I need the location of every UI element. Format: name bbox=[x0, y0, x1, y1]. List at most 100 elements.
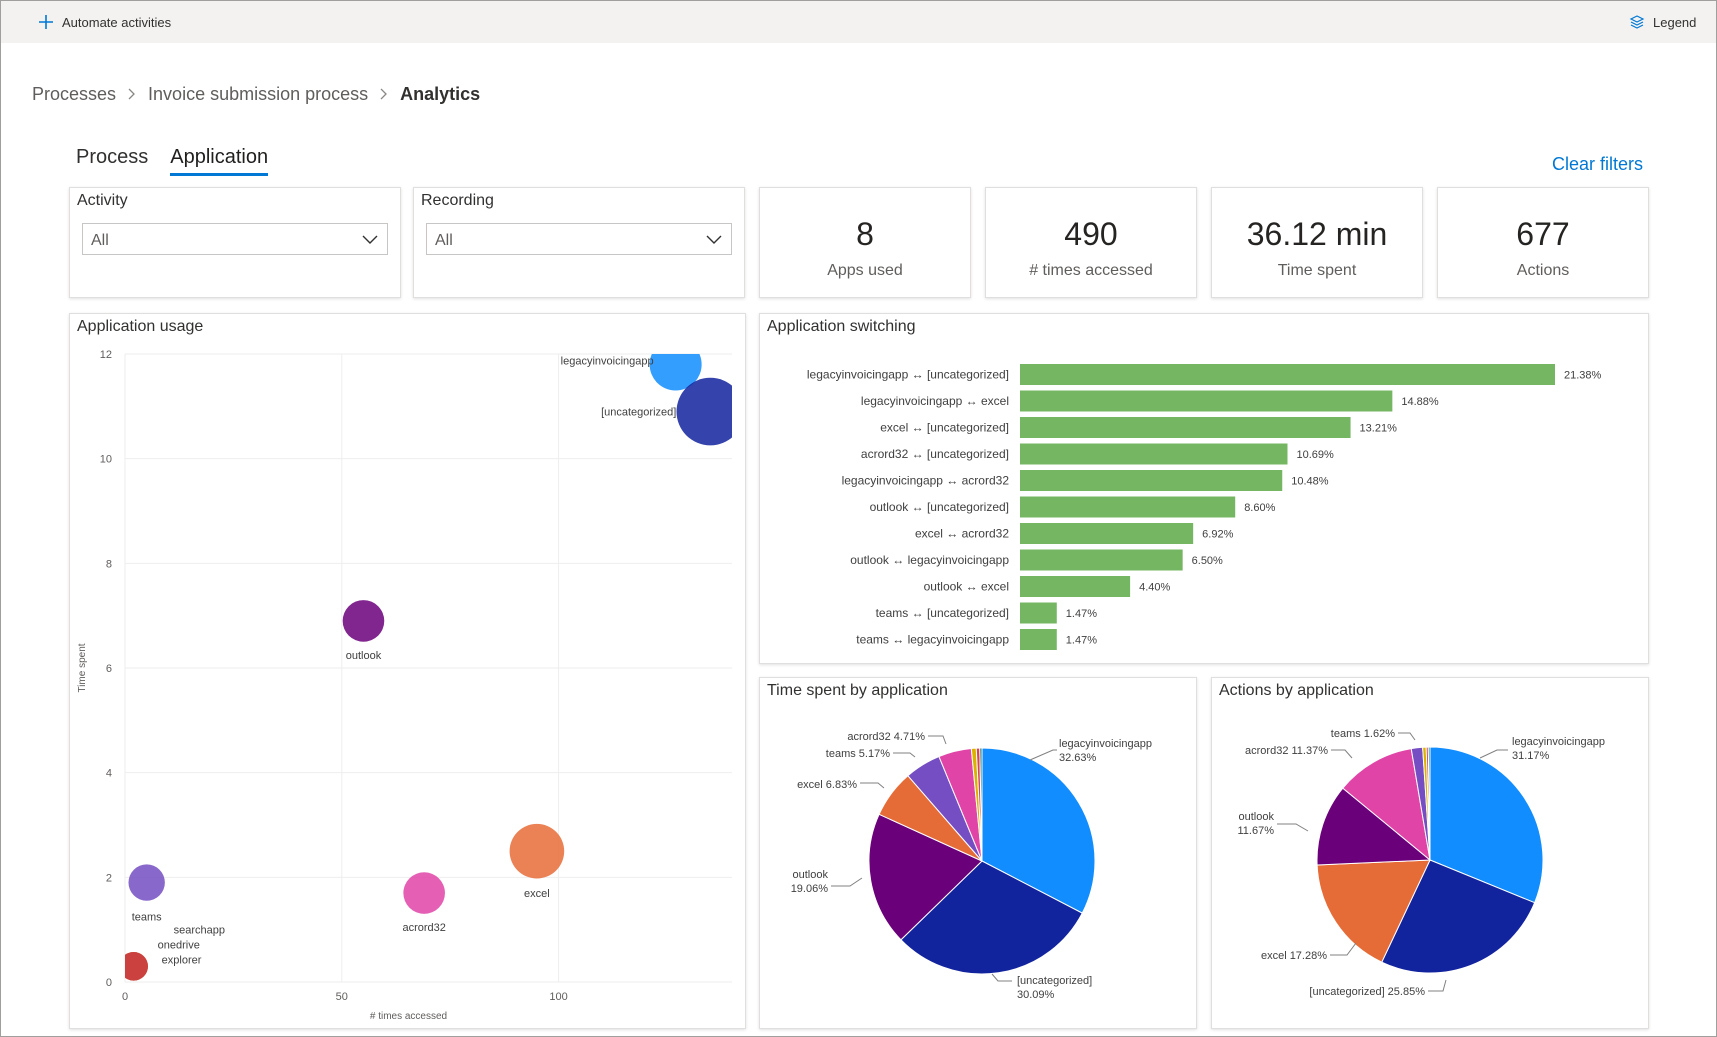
bubble-group bbox=[125, 354, 732, 981]
pie-leader-line bbox=[1029, 749, 1057, 761]
kpi-value: 36.12 min bbox=[1246, 216, 1388, 252]
kpi-value: 490 bbox=[1064, 216, 1118, 252]
legend-button[interactable]: Legend bbox=[1629, 1, 1696, 43]
actions-pie-chart: legacyinvoicingapp 31.17% [uncategorized] … bbox=[1238, 728, 1605, 998]
bubble-label: outlook bbox=[346, 650, 382, 662]
chevron-right-icon bbox=[380, 84, 388, 105]
bar-category-label: legacyinvoicingapp ↔ excel bbox=[861, 394, 1009, 408]
pie-slice-legacyinvoicingapp bbox=[1429, 746, 1544, 904]
actions-title: Actions by application bbox=[1219, 682, 1374, 699]
bubble-excel bbox=[509, 823, 565, 879]
breadcrumb-analytics: Analytics bbox=[400, 84, 481, 104]
pie-data-label: 30.09% bbox=[1017, 989, 1055, 1001]
bar-value-label: 13.21% bbox=[1360, 423, 1398, 435]
pie-leader-line bbox=[1331, 749, 1353, 759]
bar-category-label: legacyinvoicingapp ↔ [uncategorized] bbox=[807, 368, 1009, 382]
bubble-label: onedrive bbox=[158, 939, 200, 951]
layers-icon bbox=[1629, 14, 1645, 30]
bar-value-label: 1.47% bbox=[1066, 635, 1097, 647]
recording-dropdown[interactable]: All bbox=[426, 223, 732, 255]
y-tick-label: 8 bbox=[106, 558, 112, 570]
pie-data-label: legacyinvoicingapp bbox=[1512, 736, 1605, 748]
bar-category-label: excel ↔ acrord32 bbox=[915, 527, 1009, 541]
tab-process[interactable]: Process bbox=[76, 146, 149, 168]
y-axis-title: Time spent bbox=[77, 643, 88, 692]
bar bbox=[1020, 602, 1057, 624]
x-tick-label: 50 bbox=[336, 991, 348, 1003]
kpi-value: 677 bbox=[1516, 216, 1570, 252]
pie-leader-line bbox=[893, 752, 916, 758]
bar-category-label: outlook ↔ excel bbox=[924, 580, 1009, 594]
tab-application[interactable]: Application bbox=[170, 146, 269, 176]
pie-slice-other3 bbox=[1427, 746, 1431, 861]
recording-filter-card: Recording All bbox=[413, 187, 745, 298]
pie-data-label: [uncategorized] 25.85% bbox=[1309, 986, 1425, 998]
pie-data-label: 31.17% bbox=[1512, 750, 1550, 762]
kpi-label: # times accessed bbox=[1029, 262, 1153, 279]
bubble-label: explorer bbox=[162, 954, 202, 966]
bar bbox=[1020, 576, 1131, 597]
bar-category-label: outlook ↔ [uncategorized] bbox=[870, 500, 1009, 514]
bubble-teams bbox=[128, 864, 165, 901]
pie-data-label: 19.06% bbox=[791, 883, 829, 895]
y-tick-label: 6 bbox=[106, 663, 112, 675]
bar-value-label: 14.88% bbox=[1401, 396, 1439, 408]
application-usage-chart: 0 2 4 6 8 10 12 0 50 100 # times accessed Time spen… bbox=[77, 349, 732, 1022]
pie-data-label: legacyinvoicingapp bbox=[1059, 738, 1152, 750]
pie-slice-legacyinvoicingapp bbox=[981, 747, 1096, 914]
bubble-acrord32 bbox=[403, 872, 445, 914]
pie-slice-outlook bbox=[868, 813, 983, 941]
pie-slice-uncategorized bbox=[900, 860, 1083, 975]
bar bbox=[1020, 496, 1236, 518]
automate-activities-label: Automate activities bbox=[62, 14, 172, 30]
bubble-legacyinvoicingapp bbox=[649, 354, 702, 391]
bubble-label: excel bbox=[524, 888, 550, 900]
pie-leader-line bbox=[1277, 823, 1309, 832]
breadcrumb-invoice-process[interactable]: Invoice submission process bbox=[148, 84, 369, 104]
application-usage-card: Application usage 0 2 4 6 8 10 12 0 50 100 # times… bbox=[69, 313, 746, 1029]
x-axis-title: # times accessed bbox=[370, 1011, 447, 1022]
pie-data-label: 11.67% bbox=[1238, 825, 1275, 837]
y-tick-label: 12 bbox=[100, 349, 112, 361]
bar-value-label: 6.50% bbox=[1192, 555, 1223, 567]
pie-data-label: acrord32 11.37% bbox=[1245, 745, 1328, 757]
breadcrumb-processes[interactable]: Processes bbox=[32, 84, 117, 104]
x-tick-label: 0 bbox=[122, 991, 128, 1003]
bar bbox=[1020, 629, 1057, 650]
pie-leader-line bbox=[860, 782, 885, 789]
automate-activities-button[interactable]: Automate activities bbox=[39, 1, 171, 43]
bar-category-label: acrord32 ↔ [uncategorized] bbox=[861, 447, 1009, 461]
clear-filters-link[interactable]: Clear filters bbox=[1551, 154, 1643, 174]
kpi-label: Actions bbox=[1516, 262, 1570, 279]
pie-slice-excel bbox=[1316, 859, 1431, 963]
kpi-apps-used: 8 Apps used bbox=[759, 187, 971, 298]
pie-slice-acrord32 bbox=[1342, 747, 1431, 862]
chevron-right-icon bbox=[128, 84, 136, 105]
pie-slice-other3 bbox=[979, 747, 983, 862]
x-tick-label: 100 bbox=[549, 991, 567, 1003]
recording-dropdown-value: All bbox=[435, 232, 453, 249]
kpi-actions: 677 Actions bbox=[1437, 187, 1649, 298]
kpi-times-accessed: 490 # times accessed bbox=[985, 187, 1197, 298]
application-switching-card: Application switching legacyinvoicingapp… bbox=[759, 313, 1649, 664]
pie-data-label: teams 1.62% bbox=[1331, 728, 1395, 740]
pie-data-label: acrord32 4.71% bbox=[847, 731, 925, 743]
application-switching-title: Application switching bbox=[767, 318, 916, 335]
pie-leader-line bbox=[991, 973, 1012, 982]
chevron-down-icon bbox=[705, 230, 723, 253]
pie-data-label: excel 17.28% bbox=[1261, 950, 1327, 962]
bar-value-label: 8.60% bbox=[1244, 502, 1275, 514]
command-bar: Automate activities Legend bbox=[1, 1, 1716, 43]
pie-data-label: outlook bbox=[1239, 811, 1275, 823]
pie-leader-line bbox=[1330, 942, 1357, 956]
bar bbox=[1020, 390, 1393, 412]
kpi-label: Time spent bbox=[1277, 262, 1357, 279]
pie-leader-line bbox=[1479, 749, 1508, 759]
activity-dropdown[interactable]: All bbox=[82, 223, 388, 255]
bar bbox=[1020, 364, 1555, 385]
y-tick-label: 4 bbox=[106, 768, 112, 780]
bar-category-label: legacyinvoicingapp ↔ acrord32 bbox=[842, 474, 1010, 488]
pie-slice-outlook bbox=[1316, 787, 1432, 866]
view-tabs: Process Application bbox=[76, 146, 290, 176]
bar bbox=[1020, 523, 1194, 544]
